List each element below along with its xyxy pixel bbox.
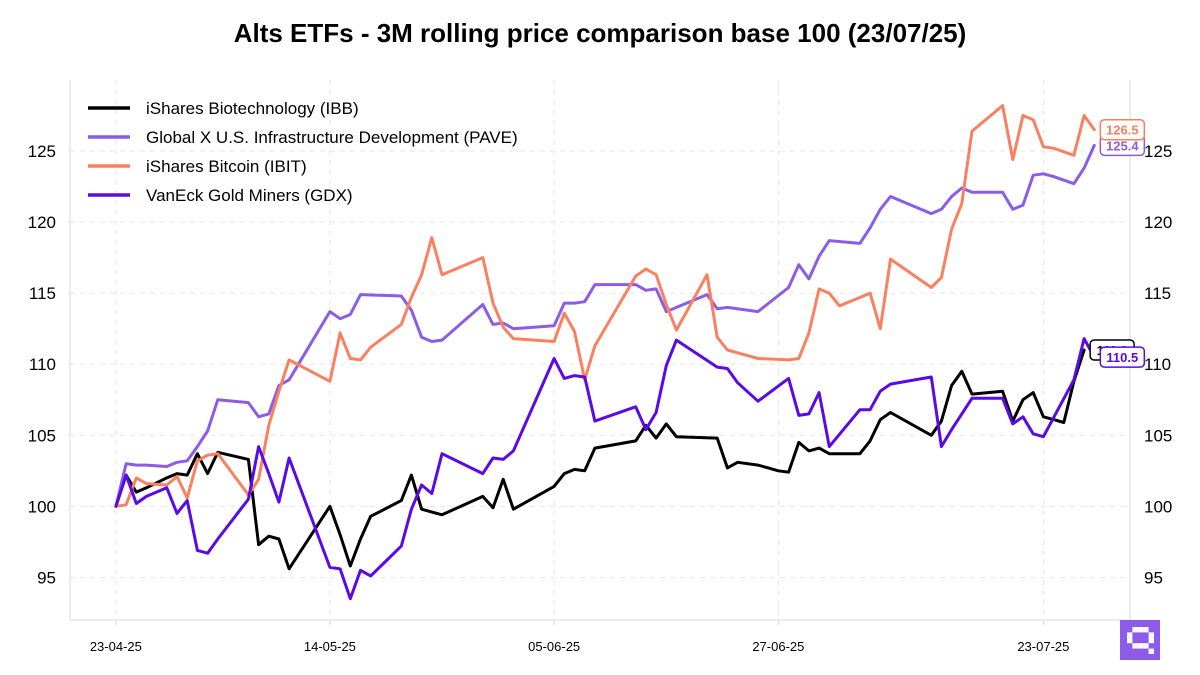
grid <box>70 80 1130 620</box>
axes: 95 95 100 100 105 105 110 110 115 115 120 120 125 125… <box>28 80 1172 654</box>
logo-pixel <box>1132 627 1138 633</box>
logo-pixel <box>1148 632 1154 638</box>
legend-label: iShares Bitcoin (IBIT) <box>146 157 307 176</box>
logo-pixel <box>1137 643 1144 649</box>
x-tick-label: 05-06-25 <box>528 639 580 654</box>
y-tick-label-left: 120 <box>28 213 56 232</box>
end-value-label: 110.5 <box>1099 346 1146 368</box>
end-value-text: 110.5 <box>1106 350 1138 365</box>
y-tick-label-left: 105 <box>28 426 56 445</box>
logo-pixel <box>1137 627 1144 633</box>
y-tick-label-left: 115 <box>29 284 56 303</box>
y-tick-label-right: 105 <box>1144 426 1172 445</box>
legend: iShares Biotechnology (IBB) Global X U.S.… <box>88 99 518 205</box>
logo-pixel <box>1127 637 1133 644</box>
logo-pixel <box>1143 627 1149 633</box>
y-tick-label-right: 115 <box>1144 284 1171 303</box>
y-tick-label-left: 95 <box>37 568 56 587</box>
legend-label: iShares Biotechnology (IBB) <box>146 99 359 118</box>
chart-title: Alts ETFs - 3M rolling price comparison … <box>234 18 967 48</box>
y-tick-label-right: 110 <box>1144 355 1171 374</box>
end-value-text: 126.5 <box>1106 123 1139 138</box>
end-value-box <box>1099 118 1146 141</box>
y-tick-label-right: 100 <box>1144 497 1172 516</box>
series-line-1 <box>114 143 1096 508</box>
end-value-label: 126.5 <box>1099 118 1146 141</box>
brand-logo-icon <box>1120 620 1160 660</box>
logo-pixel <box>1127 632 1133 638</box>
logo-pixel <box>1132 643 1138 649</box>
series-line-0 <box>114 348 1086 571</box>
x-tick-label: 27-06-25 <box>752 639 804 654</box>
series-line-2 <box>114 104 1096 508</box>
y-tick-label-left: 110 <box>29 355 56 374</box>
x-tick-label: 14-05-25 <box>304 639 356 654</box>
logo-pixel <box>1148 648 1154 654</box>
y-tick-label-right: 125 <box>1144 142 1172 161</box>
end-value-text: 125.4 <box>1106 138 1139 153</box>
x-tick-label: 23-04-25 <box>90 639 142 654</box>
legend-item: Global X U.S. Infrastructure Development… <box>88 128 518 147</box>
y-tick-label-right: 120 <box>1144 213 1172 232</box>
legend-label: VanEck Gold Miners (GDX) <box>146 186 353 205</box>
end-value-box <box>1099 346 1146 368</box>
legend-label: Global X U.S. Infrastructure Development… <box>146 128 518 147</box>
logo-pixel <box>1143 643 1149 649</box>
legend-item: VanEck Gold Miners (GDX) <box>88 186 353 205</box>
y-tick-label-right: 95 <box>1144 568 1163 587</box>
legend-item: iShares Bitcoin (IBIT) <box>88 157 307 176</box>
x-tick-label: 23-07-25 <box>1017 639 1069 654</box>
series-lines <box>114 104 1096 601</box>
y-tick-label-left: 125 <box>28 142 56 161</box>
logo-pixel <box>1148 637 1154 644</box>
series-line-3 <box>114 337 1096 601</box>
legend-item: iShares Biotechnology (IBB) <box>88 99 359 118</box>
y-tick-label-left: 100 <box>28 497 56 516</box>
